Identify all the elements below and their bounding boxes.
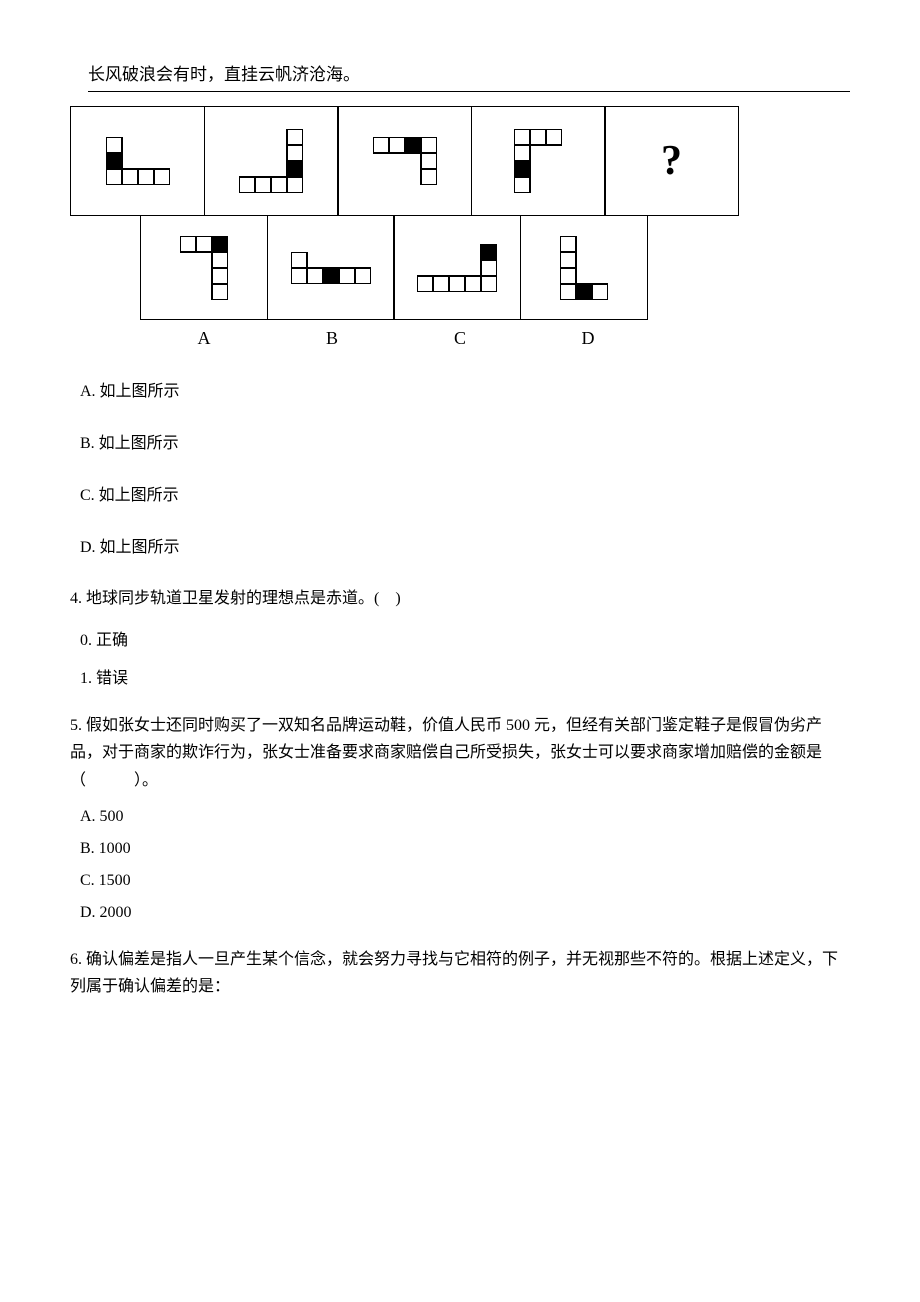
shape-1-icon <box>106 137 170 185</box>
label-a: A <box>140 328 268 349</box>
answer-cell-b <box>267 215 395 320</box>
puzzle-cell-1 <box>70 106 205 216</box>
header-quote: 长风破浪会有时，直挂云帆济沧海。 <box>88 60 850 92</box>
q5-option-d: D. 2000 <box>80 904 850 922</box>
q6-text: 6. 确认偏差是指人一旦产生某个信念，就会努力寻找与它相符的例子，并无视那些不符… <box>70 946 850 1000</box>
q4-option-1: 1. 错误 <box>80 664 850 688</box>
q3-option-d: D. 如上图所示 <box>80 533 850 557</box>
q5-option-c: C. 1500 <box>80 872 850 890</box>
q5-text: 5. 假如张女士还同时购买了一双知名品牌运动鞋，价值人民币 500 元，但经有关… <box>70 712 850 794</box>
question-mark-icon: ? <box>661 137 682 185</box>
puzzle-cell-2 <box>204 106 339 216</box>
puzzle-cell-question: ? <box>604 106 739 216</box>
answer-cell-d <box>520 215 648 320</box>
answer-c-icon <box>417 244 497 292</box>
shape-3-icon <box>373 137 437 185</box>
label-b: B <box>268 328 396 349</box>
q3-option-b: B. 如上图所示 <box>80 429 850 453</box>
shape-2-icon <box>239 129 303 193</box>
q4-option-0: 0. 正确 <box>80 626 850 650</box>
q4-text: 4. 地球同步轨道卫星发射的理想点是赤道。( ) <box>70 585 850 612</box>
answer-b-icon <box>291 252 371 284</box>
answer-labels: A B C D <box>140 328 850 349</box>
answer-cell-c <box>393 215 521 320</box>
puzzle-cell-4 <box>471 106 606 216</box>
answer-d-icon <box>560 236 608 300</box>
q5-option-b: B. 1000 <box>80 840 850 858</box>
q3-option-c: C. 如上图所示 <box>80 481 850 505</box>
puzzle-bottom-row <box>140 215 850 320</box>
q5-option-a: A. 500 <box>80 808 850 826</box>
label-c: C <box>396 328 524 349</box>
label-d: D <box>524 328 652 349</box>
answer-cell-a <box>140 215 268 320</box>
shape-4-icon <box>514 129 562 193</box>
puzzle-cell-3 <box>337 106 472 216</box>
answer-a-icon <box>180 236 228 300</box>
q3-option-a: A. 如上图所示 <box>80 377 850 401</box>
puzzle-top-row: ? <box>70 106 850 216</box>
